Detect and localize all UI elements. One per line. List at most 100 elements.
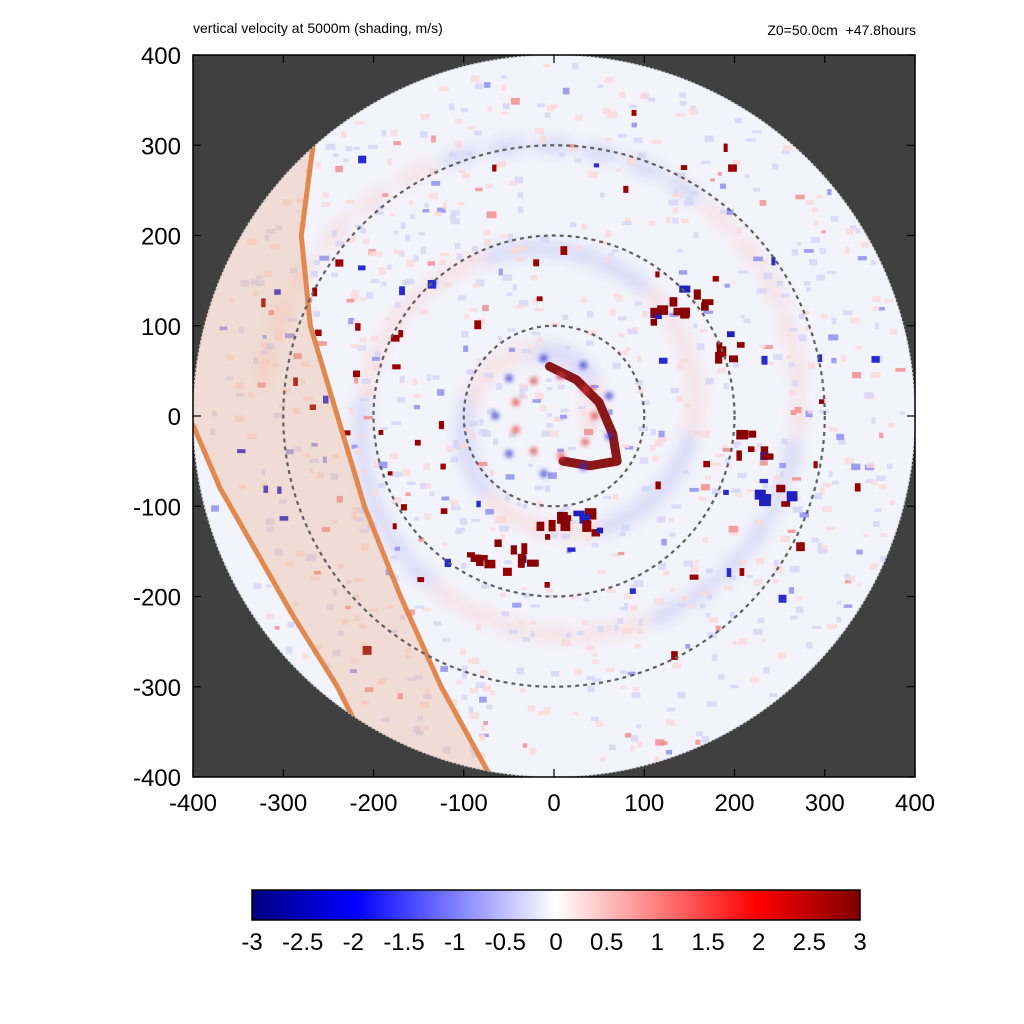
convective-cell bbox=[657, 305, 669, 315]
colorbar-tick-label: -0.5 bbox=[485, 929, 526, 956]
convective-cell bbox=[715, 351, 723, 364]
convective-cell bbox=[536, 521, 545, 531]
convective-cell bbox=[474, 320, 482, 330]
colorbar-tick-label: -1 bbox=[444, 929, 465, 956]
convective-cell bbox=[438, 421, 445, 430]
convective-cell bbox=[414, 439, 421, 446]
coastline-band-fill bbox=[193, 145, 491, 777]
y-tick-label: 100 bbox=[141, 314, 181, 341]
x-tick-label: -100 bbox=[440, 790, 488, 817]
convective-cell bbox=[335, 259, 344, 267]
colorbar-tick-label: 1.5 bbox=[691, 929, 724, 956]
convective-cell bbox=[527, 559, 539, 567]
range-ring bbox=[282, 144, 826, 688]
convective-cell bbox=[533, 259, 540, 267]
colorbar-tick-label: -1.5 bbox=[383, 929, 424, 956]
convective-cell bbox=[476, 558, 484, 567]
convective-cell bbox=[560, 246, 568, 256]
convective-cell bbox=[871, 356, 880, 363]
convective-cell bbox=[726, 568, 732, 577]
x-tick-label: -200 bbox=[349, 790, 397, 817]
convective-cell bbox=[484, 559, 496, 569]
convective-cell bbox=[309, 404, 316, 411]
x-tick-label: 200 bbox=[714, 790, 754, 817]
convective-cell bbox=[759, 478, 769, 484]
convective-cell bbox=[761, 355, 768, 365]
y-tick-label: 400 bbox=[141, 43, 181, 70]
y-tick-label: 300 bbox=[141, 133, 181, 160]
convective-cell bbox=[817, 354, 823, 363]
convective-cell bbox=[358, 155, 367, 164]
convective-cell bbox=[579, 514, 591, 524]
convective-cell bbox=[655, 481, 661, 490]
convective-cell bbox=[631, 109, 637, 116]
convective-cell bbox=[813, 461, 818, 469]
convective-cell bbox=[323, 395, 329, 404]
convective-cell bbox=[567, 547, 576, 552]
convective-cell bbox=[277, 486, 282, 494]
convective-cell bbox=[517, 559, 525, 568]
convective-cell bbox=[261, 298, 266, 308]
convective-cell bbox=[387, 471, 393, 476]
eyewall-arc bbox=[544, 361, 622, 471]
convective-cell bbox=[796, 542, 805, 552]
convective-cell bbox=[341, 430, 351, 436]
convective-cell bbox=[503, 567, 512, 576]
x-tick-label: -300 bbox=[259, 790, 307, 817]
convective-cell bbox=[314, 329, 322, 337]
convective-cell bbox=[536, 296, 543, 302]
convective-cell bbox=[399, 286, 405, 296]
convective-cell bbox=[669, 297, 678, 307]
convective-cell bbox=[781, 501, 791, 507]
convective-cell bbox=[593, 163, 600, 168]
convective-cell bbox=[444, 558, 451, 568]
convective-cell bbox=[776, 484, 786, 493]
convective-cell bbox=[584, 508, 597, 520]
convective-cell bbox=[392, 364, 401, 370]
convective-cell bbox=[680, 307, 690, 319]
range-rings bbox=[282, 144, 826, 688]
convective-cell bbox=[701, 302, 709, 311]
y-tick-label: -200 bbox=[133, 585, 181, 612]
coastline-edge-2 bbox=[193, 422, 386, 777]
convective-cell bbox=[591, 529, 600, 537]
convective-cell bbox=[736, 450, 742, 461]
convective-cell bbox=[274, 289, 281, 295]
colorbar-tick-label: 2.5 bbox=[793, 929, 826, 956]
colorbar-tick-label: -3 bbox=[241, 929, 262, 956]
convective-cell bbox=[701, 299, 714, 306]
x-tick-label: 100 bbox=[624, 790, 664, 817]
range-ring bbox=[372, 234, 736, 598]
convective-cell bbox=[739, 568, 745, 576]
convective-cell bbox=[492, 164, 497, 172]
convective-cell bbox=[237, 449, 246, 454]
colorbar-tick-label: 1 bbox=[651, 929, 664, 956]
convective-cell bbox=[760, 446, 769, 453]
convective-cell bbox=[786, 491, 798, 502]
coastline-band bbox=[193, 142, 494, 777]
convective-cell bbox=[358, 265, 366, 271]
convective-cell bbox=[854, 483, 861, 492]
convective-cell bbox=[470, 554, 482, 562]
convective-cell bbox=[548, 519, 556, 532]
convective-cell bbox=[561, 515, 572, 522]
convective-cell bbox=[494, 539, 502, 547]
convective-cell bbox=[378, 429, 384, 435]
convective-cell bbox=[545, 534, 551, 540]
x-tick-label: 0 bbox=[547, 790, 560, 817]
colorbar-tick-label: 0.5 bbox=[590, 929, 623, 956]
convective-cell bbox=[279, 516, 289, 521]
convective-cell bbox=[727, 331, 735, 338]
convective-cell bbox=[761, 453, 774, 460]
convective-cell bbox=[748, 430, 757, 438]
y-axis: 400 300 200 100 0 -100 -200 -300 -400 bbox=[133, 43, 915, 792]
convective-cell bbox=[680, 165, 688, 171]
convective-cell bbox=[736, 429, 749, 440]
convective-cell bbox=[476, 500, 481, 508]
velocity-field bbox=[210, 62, 906, 762]
colorbar-tick-label: 3 bbox=[853, 929, 866, 956]
convective-cell bbox=[654, 313, 662, 320]
convective-cell bbox=[703, 460, 711, 468]
convective-cell bbox=[716, 342, 723, 348]
convective-cell bbox=[729, 355, 738, 363]
